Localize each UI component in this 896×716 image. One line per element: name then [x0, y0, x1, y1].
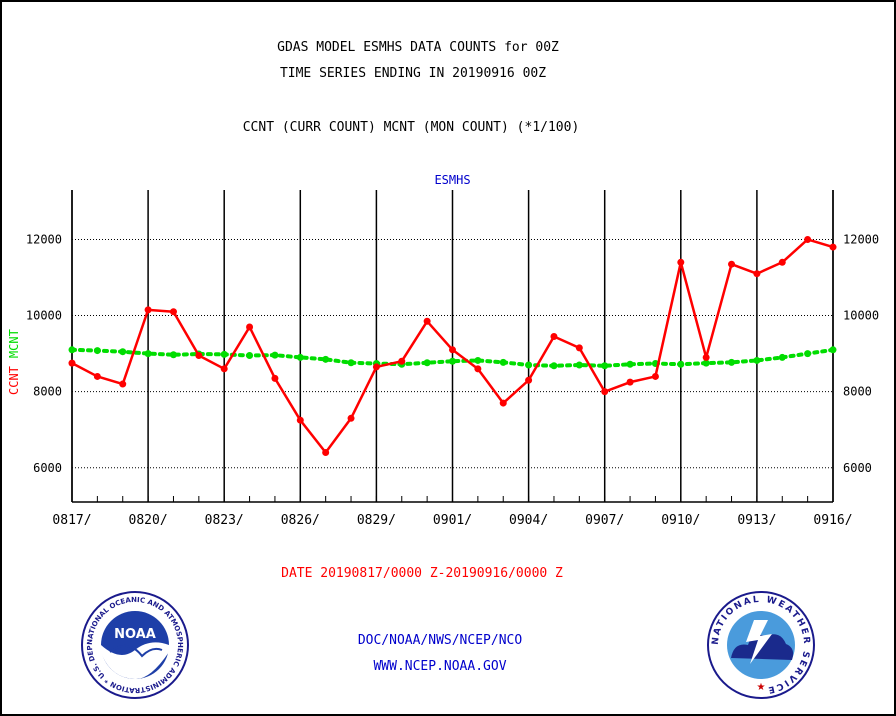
data-point-mcnt	[753, 356, 761, 364]
data-point-ccnt	[601, 388, 609, 396]
data-point-mcnt	[220, 350, 228, 358]
data-point-mcnt	[728, 358, 736, 366]
data-point-mcnt	[575, 361, 583, 369]
header-title-line3: CCNT (CURR COUNT) MCNT (MON COUNT) (*1/1…	[242, 120, 580, 135]
data-point-ccnt	[119, 380, 127, 388]
x-tick-label: 0916/	[813, 513, 852, 528]
x-tick-label: 0820/	[129, 513, 168, 528]
data-point-ccnt	[169, 308, 177, 316]
data-point-ccnt	[677, 258, 685, 266]
data-point-ccnt	[68, 359, 76, 367]
data-point-ccnt	[220, 365, 228, 373]
data-point-mcnt	[322, 355, 330, 363]
data-point-ccnt	[398, 357, 406, 365]
data-point-ccnt	[144, 306, 152, 314]
y-tick-label-right: 6000	[843, 461, 872, 475]
data-point-mcnt	[449, 357, 456, 365]
x-tick-label: 0826/	[281, 513, 320, 528]
data-point-mcnt	[804, 350, 812, 358]
data-point-ccnt	[499, 399, 507, 407]
x-tick-label: 0829/	[357, 513, 396, 528]
data-point-mcnt	[169, 351, 177, 359]
data-point-ccnt	[753, 270, 761, 278]
data-point-ccnt	[550, 332, 558, 340]
data-point-ccnt	[525, 376, 533, 384]
data-point-ccnt	[651, 372, 659, 380]
data-point-mcnt	[626, 360, 634, 368]
data-point-mcnt	[347, 359, 355, 367]
data-point-mcnt	[423, 359, 431, 367]
ncep-url-link[interactable]: WWW.NCEP.NOAA.GOV	[373, 659, 507, 674]
data-point-ccnt	[778, 258, 786, 266]
data-point-ccnt	[347, 414, 355, 422]
data-point-ccnt	[449, 346, 456, 354]
data-point-mcnt	[271, 351, 279, 359]
x-tick-label: 0913/	[737, 513, 776, 528]
y-axis-label-mcnt: MCNT	[7, 329, 21, 358]
data-point-ccnt	[322, 449, 330, 457]
y-tick-label-left: 12000	[26, 232, 62, 246]
x-tick-label: 0904/	[509, 513, 548, 528]
nws-logo: NATIONAL WEATHER SERVICE ★	[707, 591, 815, 699]
data-point-mcnt	[677, 360, 685, 368]
x-tick-label: 0910/	[661, 513, 700, 528]
data-point-mcnt	[829, 346, 837, 354]
header-title-line1: GDAS MODEL ESMHS DATA COUNTS for 00Z	[277, 40, 559, 55]
data-point-ccnt	[372, 363, 380, 371]
data-point-ccnt	[626, 378, 634, 386]
y-axis-label: CCNT MCNT	[7, 329, 21, 395]
data-point-mcnt	[144, 350, 152, 358]
x-tick-label: 0907/	[585, 513, 624, 528]
data-point-mcnt	[119, 348, 127, 356]
data-point-mcnt	[296, 353, 304, 361]
y-tick-label-right: 12000	[843, 232, 879, 246]
data-point-ccnt	[296, 416, 304, 424]
data-point-mcnt	[474, 356, 482, 364]
header-title-line2: TIME SERIES ENDING IN 20190916 00Z	[279, 66, 547, 81]
y-tick-label-left: 6000	[33, 461, 62, 475]
data-point-mcnt	[68, 346, 76, 354]
data-point-ccnt	[246, 323, 254, 331]
org-path-label: DOC/NOAA/NWS/NCEP/NCO	[357, 633, 523, 648]
chart-title: ESMHS	[434, 173, 470, 187]
data-point-ccnt	[93, 372, 101, 380]
data-point-mcnt	[702, 359, 710, 367]
noaa-logo: NATIONAL OCEANIC AND ATMOSPHERIC ADMINIS…	[80, 590, 189, 699]
data-point-ccnt	[474, 365, 482, 373]
data-point-ccnt	[195, 352, 203, 360]
data-point-ccnt	[271, 374, 279, 382]
data-point-mcnt	[525, 361, 533, 369]
noaa-logo-text: NOAA	[114, 627, 156, 642]
svg-text:★: ★	[757, 682, 766, 693]
data-point-ccnt	[829, 243, 837, 251]
data-point-mcnt	[93, 347, 101, 355]
data-point-ccnt	[575, 344, 583, 352]
y-tick-label-right: 10000	[843, 309, 879, 323]
data-point-mcnt	[601, 362, 609, 370]
date-range-label: DATE 20190817/0000 Z-20190916/0000 Z	[281, 566, 563, 581]
y-tick-label-left: 8000	[33, 385, 62, 399]
data-point-ccnt	[804, 235, 812, 243]
x-tick-label: 0817/	[52, 513, 91, 528]
data-point-mcnt	[778, 353, 786, 361]
y-axis-label-ccnt: CCNT	[7, 366, 21, 395]
y-tick-label-left: 10000	[26, 309, 62, 323]
data-point-mcnt	[550, 362, 558, 370]
data-point-ccnt	[702, 353, 710, 361]
x-tick-label: 0823/	[205, 513, 244, 528]
data-point-ccnt	[423, 317, 431, 325]
data-point-mcnt	[499, 358, 507, 366]
y-tick-label-right: 8000	[843, 385, 872, 399]
x-tick-label: 0901/	[433, 513, 472, 528]
data-point-mcnt	[246, 352, 254, 360]
data-point-ccnt	[728, 260, 736, 268]
